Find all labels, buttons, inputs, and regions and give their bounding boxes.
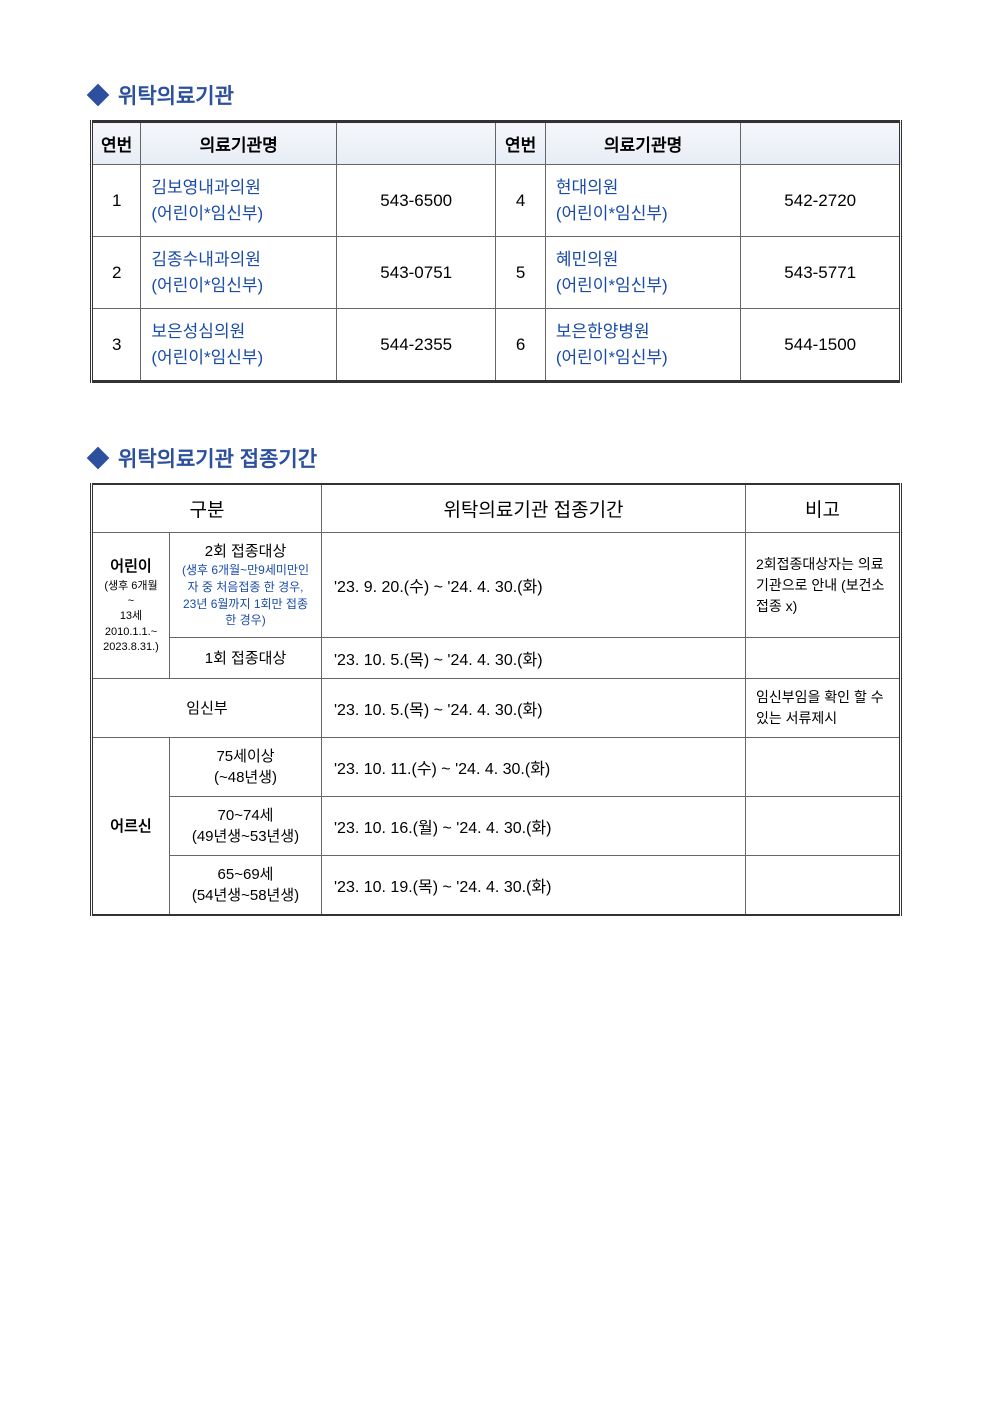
inst-name-line2: (어린이*임신부) <box>556 204 668 223</box>
cell-name: 현대의원 (어린이*임신부) <box>545 165 741 237</box>
table-row: 70~74세 (49년생~53년생) '23. 10. 16.(월) ~ '24… <box>92 797 901 856</box>
note-cell: 임신부임을 확인 할 수 있는 서류제시 <box>746 679 901 738</box>
inst-name-line2: (어린이*임신부) <box>151 204 263 223</box>
category-pregnant: 임신부 <box>92 679 322 738</box>
inst-name-line1: 보은한양병원 <box>556 322 650 341</box>
th-note: 비고 <box>746 484 901 533</box>
sub-label: 65~69세 <box>218 866 274 883</box>
note-cell <box>746 638 901 679</box>
diamond-bullet-icon <box>87 84 110 107</box>
inst-name-line2: (어린이*임신부) <box>151 276 263 295</box>
cell-name: 김보영내과의원 (어린이*임신부) <box>141 165 337 237</box>
category-elder: 어르신 <box>92 738 170 916</box>
section2-heading: 위탁의료기관 접종기간 <box>90 443 902 473</box>
period-cell: '23. 10. 5.(목) ~ '24. 4. 30.(화) <box>322 679 746 738</box>
sub-small-text: (49년생~53년생) <box>192 828 299 845</box>
inst-name-line1: 혜민의원 <box>556 250 619 269</box>
category-sub: (생후 6개월~13세2010.1.1.~2023.8.31.) <box>103 579 159 656</box>
cell-name: 혜민의원 (어린이*임신부) <box>545 237 741 309</box>
cell-num: 1 <box>92 165 141 237</box>
th-name-left: 의료기관명 <box>141 122 337 165</box>
sub-small-text: (54년생~58년생) <box>192 887 299 904</box>
cell-phone: 542-2720 <box>741 165 901 237</box>
table-row: 임신부 '23. 10. 5.(목) ~ '24. 4. 30.(화) 임신부임… <box>92 679 901 738</box>
inst-name-line1: 보은성심의원 <box>151 322 245 341</box>
inst-name-line2: (어린이*임신부) <box>556 276 668 295</box>
th-gubun: 구분 <box>92 484 322 533</box>
table-row: 1 김보영내과의원 (어린이*임신부) 543-6500 4 현대의원 (어린이… <box>92 165 901 237</box>
sub-category: 70~74세 (49년생~53년생) <box>170 797 322 856</box>
section1-heading: 위탁의료기관 <box>90 80 902 110</box>
category-label: 어린이 <box>110 558 151 575</box>
period-cell: '23. 10. 5.(목) ~ '24. 4. 30.(화) <box>322 638 746 679</box>
note-cell <box>746 738 901 797</box>
inst-name-line1: 현대의원 <box>556 178 619 197</box>
cell-num: 6 <box>496 309 545 382</box>
institutions-table: 연번 의료기관명 연번 의료기관명 1 김보영내과의원 (어린이*임신부) 54… <box>90 120 902 383</box>
sub-small-text: (생후 6개월~만9세미만인자 중 처음접종 한 경우,23년 6월까지 1회만… <box>180 562 311 629</box>
section1-title: 위탁의료기관 <box>118 80 234 110</box>
note-cell <box>746 797 901 856</box>
section2-title: 위탁의료기관 접종기간 <box>118 443 317 473</box>
sub-label: 2회 접종대상 <box>205 543 287 560</box>
cell-name: 보은성심의원 (어린이*임신부) <box>141 309 337 382</box>
table-row: 3 보은성심의원 (어린이*임신부) 544-2355 6 보은한양병원 (어린… <box>92 309 901 382</box>
inst-name-line1: 김종수내과의원 <box>151 250 260 269</box>
cell-name: 김종수내과의원 (어린이*임신부) <box>141 237 337 309</box>
th-name-right: 의료기관명 <box>545 122 741 165</box>
period-cell: '23. 10. 19.(목) ~ '24. 4. 30.(화) <box>322 856 746 916</box>
cell-phone: 544-2355 <box>336 309 496 382</box>
sub-small-text: (~48년생) <box>214 769 277 786</box>
table-row: 어르신 75세이상 (~48년생) '23. 10. 11.(수) ~ '24.… <box>92 738 901 797</box>
sub-label: 75세이상 <box>216 748 274 765</box>
table-row: 65~69세 (54년생~58년생) '23. 10. 19.(목) ~ '24… <box>92 856 901 916</box>
period-cell: '23. 10. 11.(수) ~ '24. 4. 30.(화) <box>322 738 746 797</box>
cell-phone: 544-1500 <box>741 309 901 382</box>
cell-phone: 543-5771 <box>741 237 901 309</box>
sub-category: 2회 접종대상 (생후 6개월~만9세미만인자 중 처음접종 한 경우,23년 … <box>170 533 322 638</box>
th-num-right: 연번 <box>496 122 545 165</box>
sub-label: 70~74세 <box>218 807 274 824</box>
sub-category: 75세이상 (~48년생) <box>170 738 322 797</box>
table-row: 2 김종수내과의원 (어린이*임신부) 543-0751 5 혜민의원 (어린이… <box>92 237 901 309</box>
cell-name: 보은한양병원 (어린이*임신부) <box>545 309 741 382</box>
inst-name-line1: 김보영내과의원 <box>151 178 260 197</box>
cell-num: 2 <box>92 237 141 309</box>
inst-name-line2: (어린이*임신부) <box>151 348 263 367</box>
inst-name-line2: (어린이*임신부) <box>556 348 668 367</box>
period-cell: '23. 10. 16.(월) ~ '24. 4. 30.(화) <box>322 797 746 856</box>
diamond-bullet-icon <box>87 447 110 470</box>
sub-category: 65~69세 (54년생~58년생) <box>170 856 322 916</box>
category-child: 어린이 (생후 6개월~13세2010.1.1.~2023.8.31.) <box>92 533 170 679</box>
sub-category: 1회 접종대상 <box>170 638 322 679</box>
table-row: 어린이 (생후 6개월~13세2010.1.1.~2023.8.31.) 2회 … <box>92 533 901 638</box>
th-period: 위탁의료기관 접종기간 <box>322 484 746 533</box>
cell-num: 3 <box>92 309 141 382</box>
cell-phone: 543-0751 <box>336 237 496 309</box>
cell-phone: 543-6500 <box>336 165 496 237</box>
note-cell <box>746 856 901 916</box>
th-phone-left <box>336 122 496 165</box>
cell-num: 5 <box>496 237 545 309</box>
th-phone-right <box>741 122 901 165</box>
cell-num: 4 <box>496 165 545 237</box>
note-cell: 2회접종대상자는 의료기관으로 안내 (보건소 접종 x) <box>746 533 901 638</box>
table-header-row: 연번 의료기관명 연번 의료기관명 <box>92 122 901 165</box>
table-row: 1회 접종대상 '23. 10. 5.(목) ~ '24. 4. 30.(화) <box>92 638 901 679</box>
table-header-row: 구분 위탁의료기관 접종기간 비고 <box>92 484 901 533</box>
period-cell: '23. 9. 20.(수) ~ '24. 4. 30.(화) <box>322 533 746 638</box>
th-num-left: 연번 <box>92 122 141 165</box>
periods-table: 구분 위탁의료기관 접종기간 비고 어린이 (생후 6개월~13세2010.1.… <box>90 483 902 916</box>
